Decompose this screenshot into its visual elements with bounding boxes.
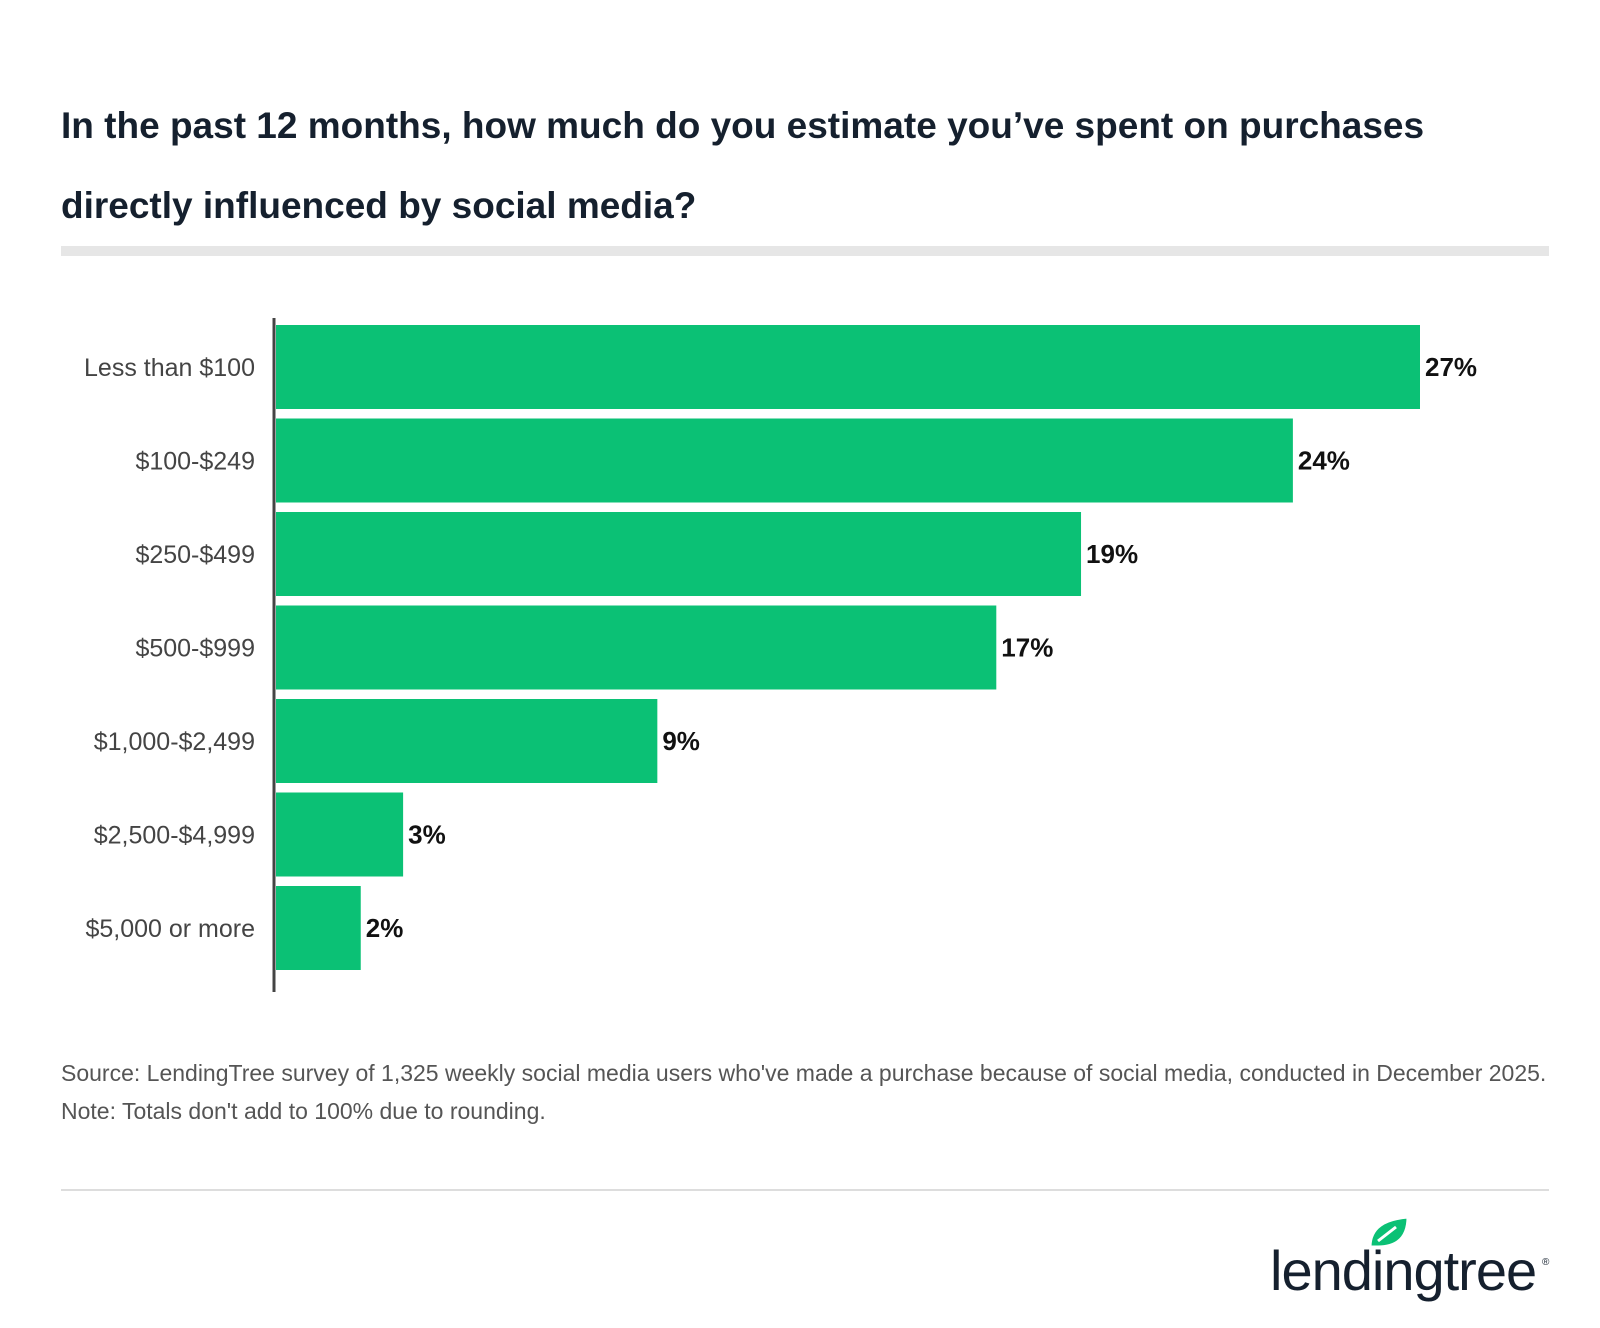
bar	[276, 418, 1293, 503]
bar	[276, 605, 997, 690]
data-label: 9%	[662, 726, 700, 756]
title-divider	[61, 246, 1549, 256]
bar	[276, 325, 1420, 409]
category-label: $100-$249	[135, 448, 255, 476]
data-label: 2%	[366, 913, 404, 943]
data-label: 27%	[1425, 352, 1477, 382]
svg-text:lendingtree: lendingtree	[1270, 1239, 1536, 1302]
data-label: 3%	[408, 820, 446, 850]
category-label: $500-$999	[135, 635, 255, 663]
bar	[276, 699, 658, 783]
bar	[276, 512, 1082, 596]
data-label: 17%	[1001, 633, 1053, 663]
data-label: 24%	[1298, 446, 1350, 476]
source-note: Source: LendingTree survey of 1,325 week…	[61, 1060, 1547, 1124]
category-label: Less than $100	[84, 354, 255, 382]
category-label: $1,000-$2,499	[94, 728, 255, 756]
lendingtree-logo-icon: lendingtree ®	[1270, 1215, 1550, 1302]
bar	[276, 886, 361, 970]
category-label: $2,500-$4,999	[94, 822, 255, 850]
lendingtree-logo: lendingtree ®	[1270, 1215, 1560, 1315]
data-label: 19%	[1086, 539, 1138, 569]
bar-chart: Less than $100 27% $100-$249 24% $250-$499 19…	[84, 318, 1477, 992]
category-label: $250-$499	[135, 541, 255, 569]
svg-text:®: ®	[1542, 1257, 1550, 1268]
chart-title: In the past 12 months, how much do you e…	[61, 105, 1425, 226]
category-label: $5,000 or more	[85, 915, 255, 943]
bar	[276, 792, 404, 877]
footer-divider	[61, 1189, 1549, 1191]
